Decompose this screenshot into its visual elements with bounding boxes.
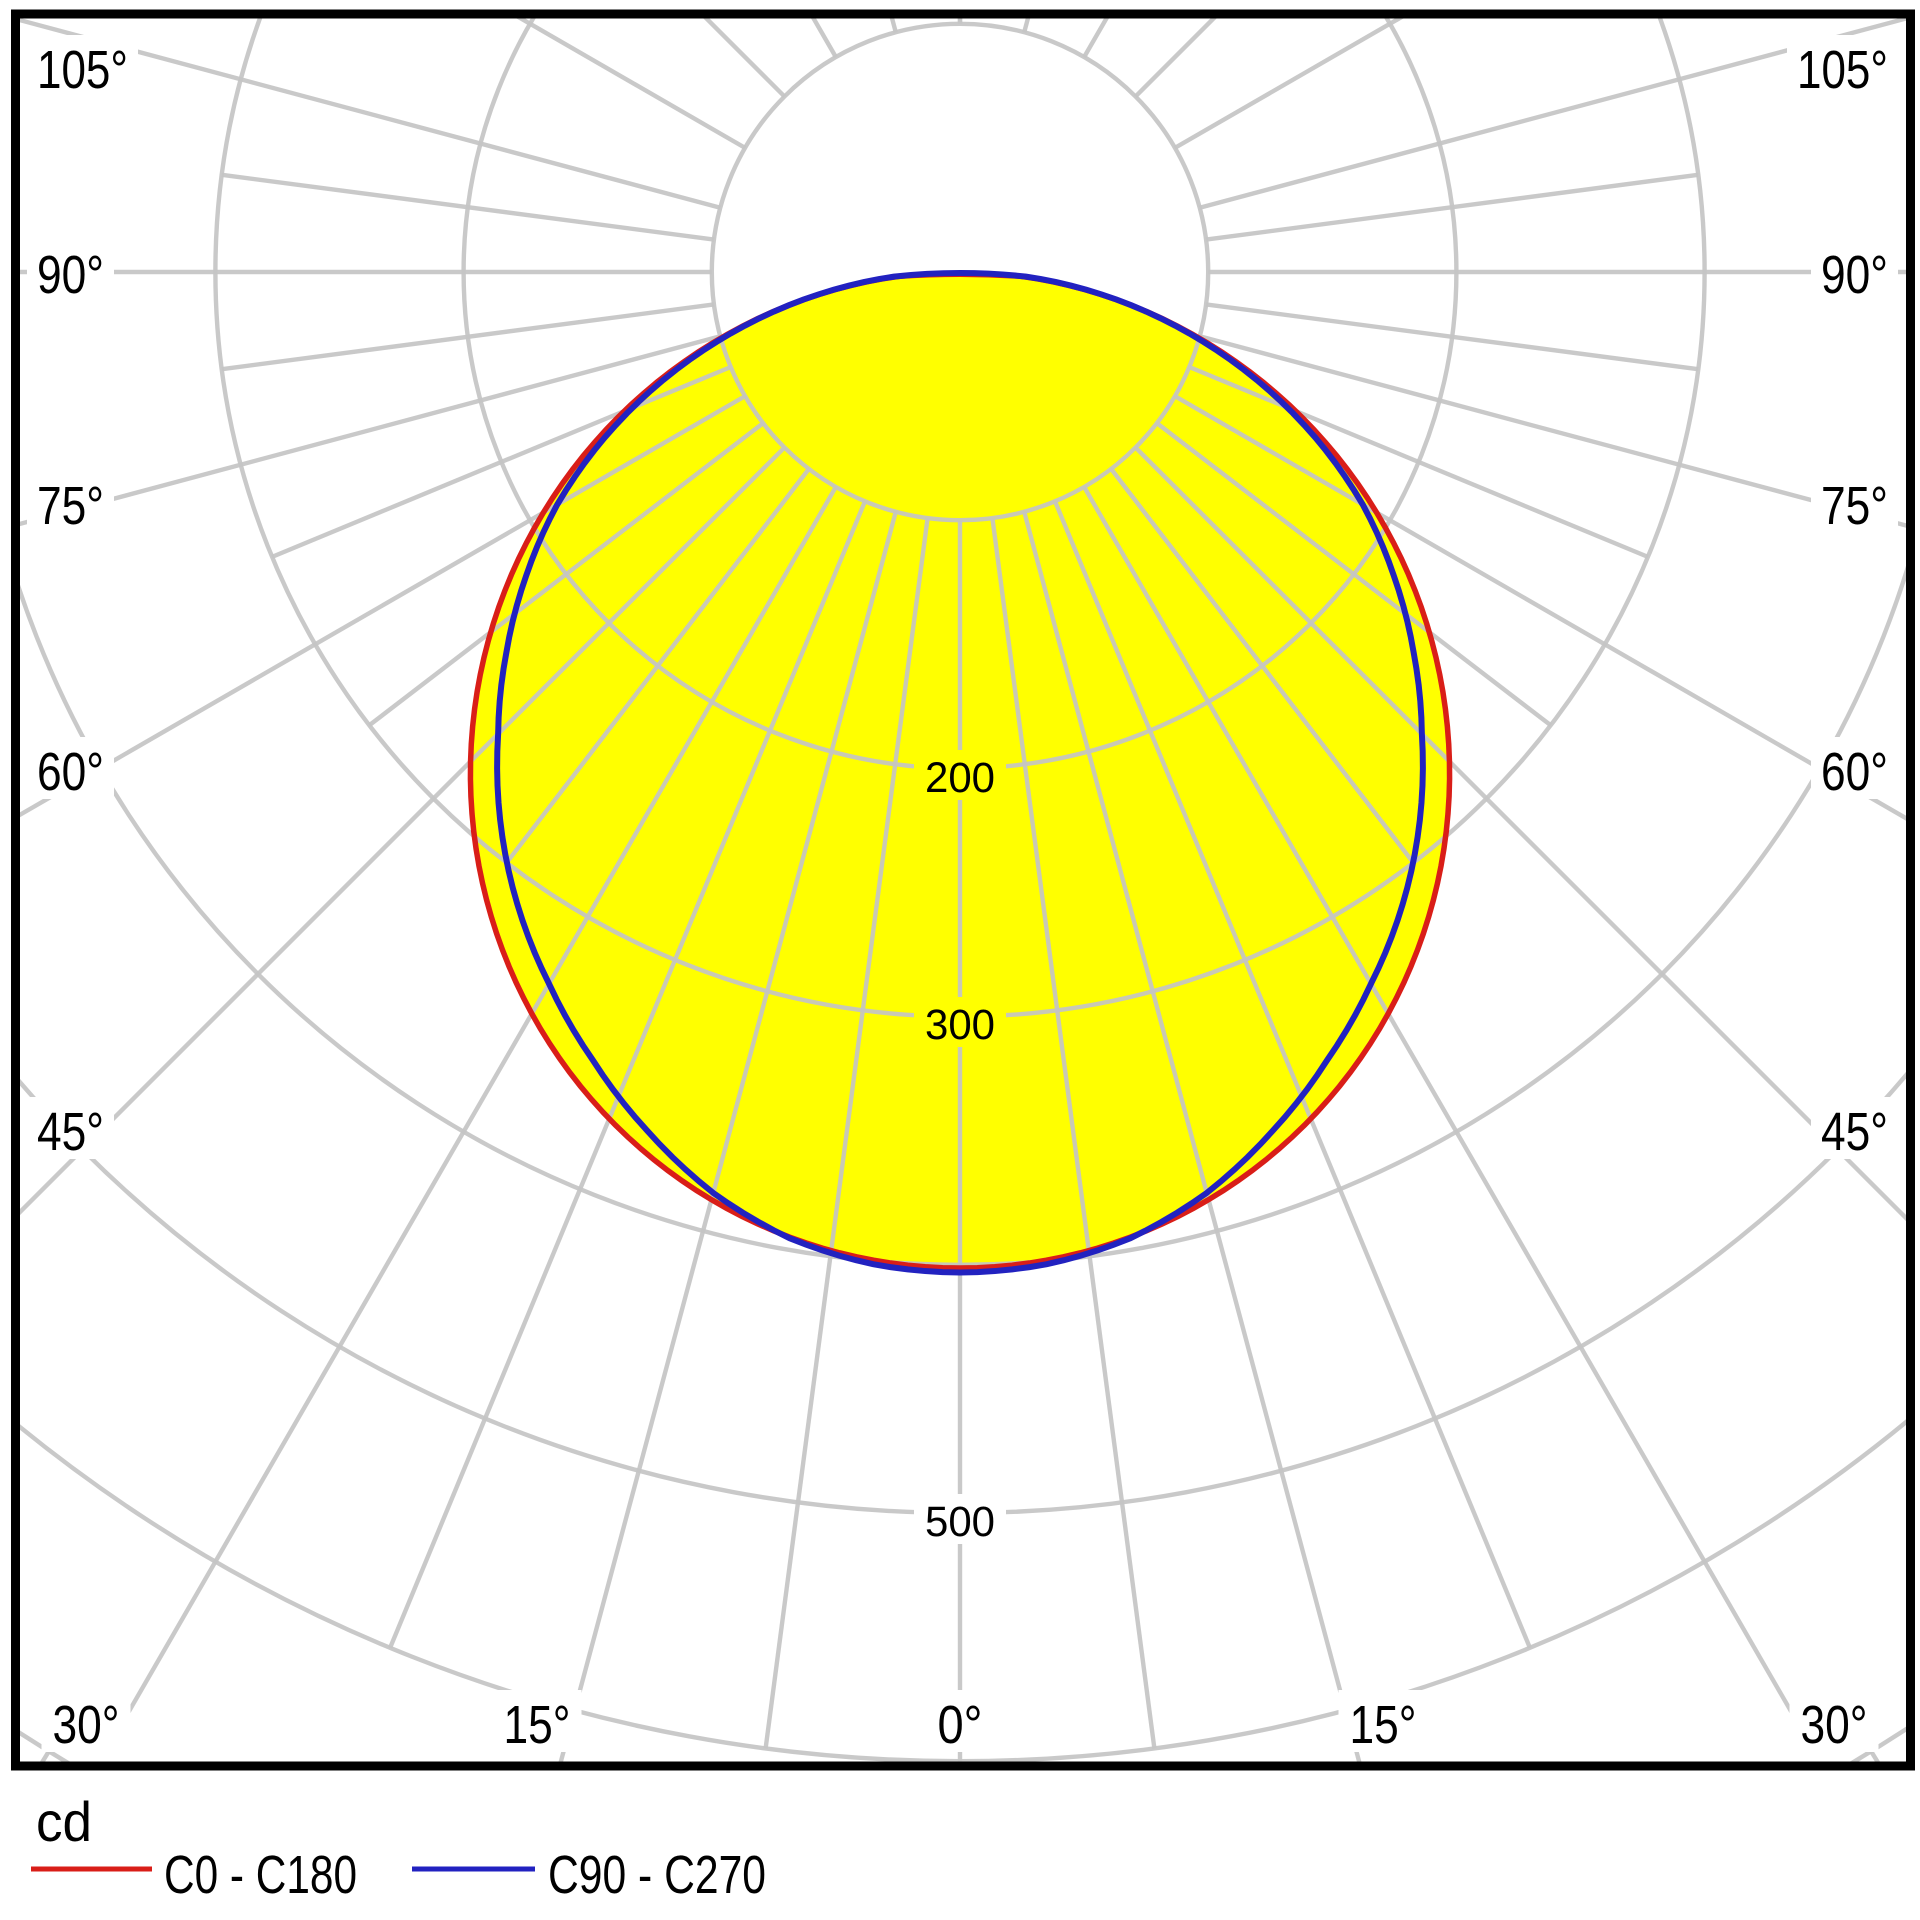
svg-text:90°: 90°	[1821, 245, 1888, 305]
svg-text:15°: 15°	[1350, 1695, 1417, 1755]
svg-text:30°: 30°	[53, 1695, 120, 1755]
svg-text:15°: 15°	[504, 1695, 571, 1755]
svg-text:45°: 45°	[37, 1102, 104, 1162]
svg-text:C90 - C270: C90 - C270	[548, 1845, 766, 1905]
svg-text:300: 300	[925, 1001, 995, 1049]
svg-text:90°: 90°	[37, 245, 104, 305]
svg-text:45°: 45°	[1821, 1102, 1888, 1162]
svg-text:0°: 0°	[938, 1695, 983, 1755]
svg-text:75°: 75°	[1821, 476, 1888, 536]
svg-text:200: 200	[925, 754, 995, 802]
svg-text:60°: 60°	[1821, 742, 1888, 802]
svg-text:105°: 105°	[37, 40, 128, 100]
svg-text:cd: cd	[36, 1790, 92, 1853]
svg-text:60°: 60°	[37, 742, 104, 802]
svg-text:C0 - C180: C0 - C180	[164, 1845, 357, 1905]
svg-text:30°: 30°	[1801, 1695, 1868, 1755]
svg-text:500: 500	[925, 1498, 995, 1546]
svg-text:105°: 105°	[1797, 40, 1888, 100]
svg-text:75°: 75°	[37, 476, 104, 536]
